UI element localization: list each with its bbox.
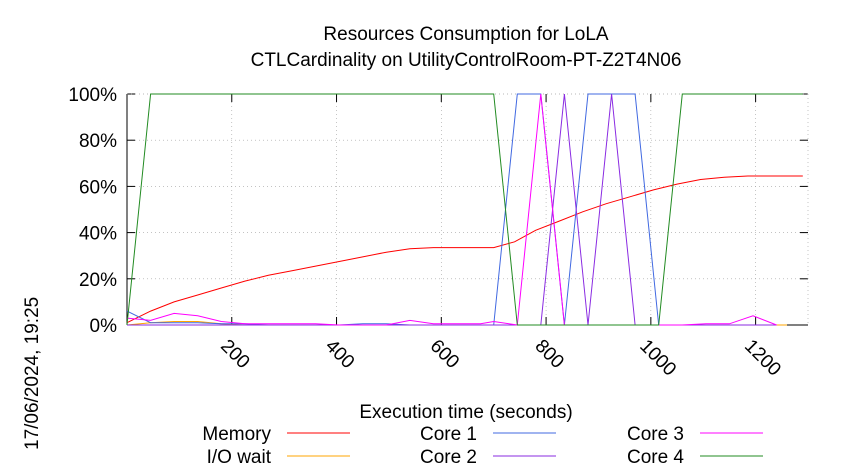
- y-tick-label: 80%: [79, 131, 117, 152]
- y-tick-label: 20%: [79, 270, 117, 291]
- chart-subtitle: CTLCardinality on UtilityControlRoom-PT-…: [251, 50, 682, 71]
- legend-label-core-2: Core 2: [420, 447, 477, 468]
- grid: [127, 93, 808, 325]
- x-tick-label: 1000: [635, 336, 680, 381]
- timestamp-label: 17/06/2024, 19:25: [22, 297, 43, 450]
- series-line-core-4: [126, 93, 803, 326]
- y-tick-label: 100%: [68, 85, 117, 106]
- series-line-core-3: [126, 93, 777, 326]
- legend-label-core-4: Core 4: [627, 447, 684, 468]
- x-tick-label: 400: [321, 336, 358, 373]
- legend-label-memory: Memory: [202, 424, 271, 445]
- series-line-memory: [126, 175, 803, 324]
- x-tick-label: 600: [426, 336, 463, 373]
- y-tick-label: 40%: [79, 224, 117, 245]
- series-lines: [126, 93, 803, 326]
- chart-title: Resources Consumption for LoLA: [323, 24, 608, 45]
- legend-label-core-1: Core 1: [420, 424, 477, 445]
- legend-label-core-3: Core 3: [627, 424, 684, 445]
- y-tick-label: 0%: [90, 316, 118, 337]
- y-tick-label: 60%: [79, 177, 117, 198]
- legend-label-i-o-wait: I/O wait: [207, 447, 272, 468]
- x-axis-label: Execution time (seconds): [359, 402, 572, 423]
- x-tick-label: 200: [216, 336, 253, 373]
- x-tick-label: 1200: [740, 336, 785, 381]
- x-tick-label: 800: [531, 336, 568, 373]
